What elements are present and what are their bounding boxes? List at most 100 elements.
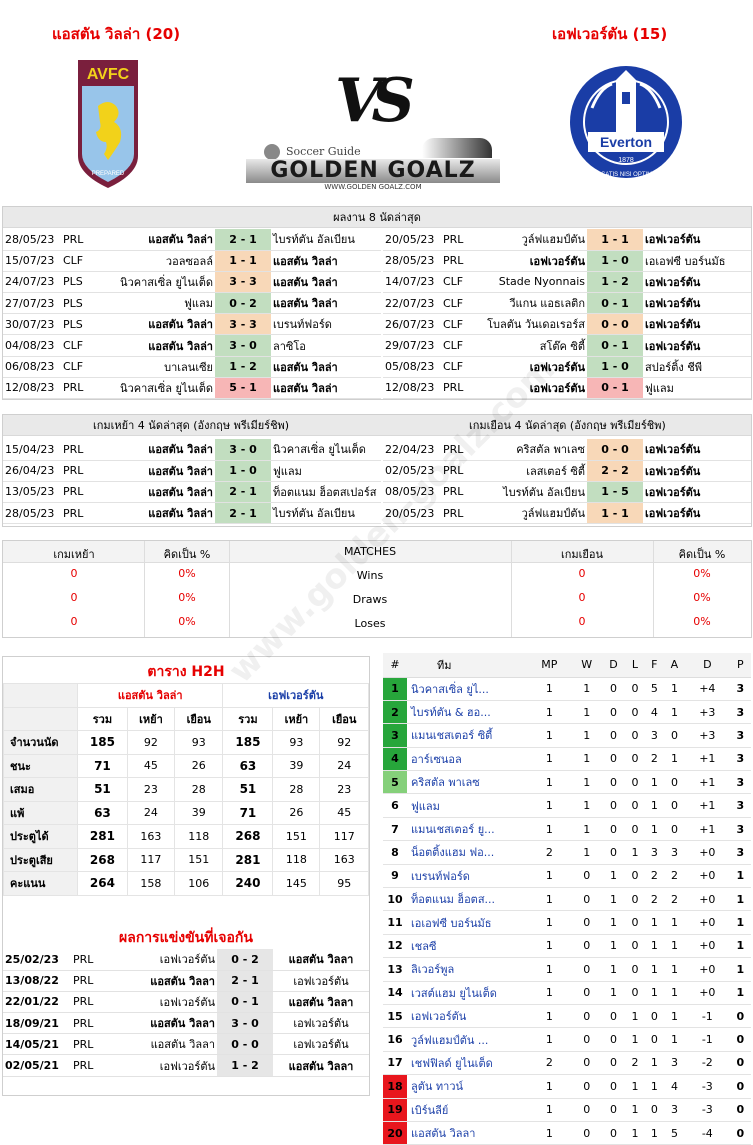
standings-l: 1 xyxy=(625,1121,645,1145)
recent-form-title: ผลงาน 8 นัดล่าสุด xyxy=(3,207,751,228)
standings-team[interactable]: คริสตัล พาเลซ xyxy=(407,770,527,795)
standings-gd: +0 xyxy=(684,910,730,935)
standings-d: 0 xyxy=(601,700,626,725)
standings-mp: 1 xyxy=(527,1121,572,1145)
standings-row: 4 อาร์เซนอล 1 1 0 0 2 1 +1 3 xyxy=(383,747,751,772)
standings-team[interactable]: ลูตัน ทาวน์ xyxy=(407,1074,527,1099)
h2h-subheader: รวม xyxy=(222,706,274,731)
standings-team[interactable]: เบิร์นลีย์ xyxy=(407,1098,527,1122)
standings-f: 1 xyxy=(644,910,665,935)
standings-position: 20 xyxy=(383,1121,407,1145)
matches-col-away: เกมเยือน xyxy=(560,548,603,561)
away-team-title: เอฟเวอร์ตัน (15) xyxy=(552,25,668,43)
standings-team[interactable]: แอสตัน วิลลา xyxy=(407,1121,527,1145)
match-competition: CLF xyxy=(63,360,84,374)
meeting-row: 18/09/21 PRL แอสตัน วิลลา 3 - 0 เอฟเวอร์… xyxy=(3,1012,369,1034)
h2h-row: ชนะ 71 45 26 63 39 24 xyxy=(3,753,369,778)
standings-position: 8 xyxy=(383,840,407,865)
matches-away-count: 0 xyxy=(578,615,586,628)
standings-row: 19 เบิร์นลีย์ 1 0 0 1 0 3 -3 0 xyxy=(383,1098,751,1122)
standings-w: 1 xyxy=(571,817,602,842)
away-recent-table: 20/05/23 PRL วูล์ฟแฮมป์ตัน 1 - 1 เอฟเวอร… xyxy=(383,229,751,399)
standings-l: 0 xyxy=(625,770,645,795)
standings-position: 9 xyxy=(383,864,407,889)
match-away-team: ท็อตแนม ฮ็อตสเปอร์ส xyxy=(273,485,377,499)
matches-away-pct: 0% xyxy=(693,615,711,628)
standings-team[interactable]: ท็อตแนม ฮ็อตส... xyxy=(407,887,527,912)
standings-position: 14 xyxy=(383,981,407,1005)
standings-row: 9 เบรนท์ฟอร์ด 1 0 1 0 2 2 +0 1 xyxy=(383,864,751,889)
standings-points: 0 xyxy=(729,1098,751,1122)
match-competition: PRL xyxy=(63,232,84,246)
match-score: 2 - 1 xyxy=(215,481,271,503)
standings-team[interactable]: ลิเวอร์พูล xyxy=(407,957,527,982)
everton-crest: Everton 1878 NIL SATIS NISI OPTIMUM xyxy=(570,66,682,178)
standings-team[interactable]: อาร์เซนอล xyxy=(407,747,527,772)
standings-points: 1 xyxy=(729,957,751,982)
standings-team[interactable]: แมนเชสเตอร์ ยู... xyxy=(407,817,527,842)
home-recent-row: 12/08/23 PRL นิวคาสเซิ่ล ยูไนเต็ด 5 - 1 … xyxy=(3,377,381,399)
standings-d: 1 xyxy=(601,957,626,982)
meeting-score: 0 - 1 xyxy=(217,991,273,1013)
match-away-team: แอสตัน วิลล่า xyxy=(273,360,338,374)
match-date: 30/07/23 xyxy=(5,317,55,331)
standings-w: 0 xyxy=(571,1074,602,1099)
match-away-team: แอสตัน วิลล่า xyxy=(273,381,338,395)
standings-team[interactable]: เบรนท์ฟอร์ด xyxy=(407,864,527,889)
h2h-value: 117 xyxy=(319,824,369,849)
standings-team[interactable]: เอฟเวอร์ตัน xyxy=(407,1004,527,1029)
standings-mp: 1 xyxy=(527,793,572,818)
last4-section: เกมเหย้า 4 นัดล่าสุด (อังกฤษ พรีเมียร์ชิ… xyxy=(2,414,752,527)
standings-team[interactable]: นิวคาสเซิ่ล ยูไ... xyxy=(407,677,527,701)
standings-team[interactable]: เชลซี xyxy=(407,934,527,959)
standings-team[interactable]: เชฟฟิลด์ ยูไนเต็ด xyxy=(407,1051,527,1076)
everton-name: Everton xyxy=(600,134,652,150)
h2h-home-name: แอสตัน วิลล่า xyxy=(76,683,224,708)
h2h-value: 145 xyxy=(272,871,321,896)
standings-points: 0 xyxy=(729,1004,751,1029)
home-recent-row: 27/07/23 PLS ฟูแลม 0 - 2 แอสตัน วิลล่า xyxy=(3,292,381,314)
meeting-home: เอฟเวอร์ตัน xyxy=(159,995,215,1009)
match-away-team: ฟูแลม xyxy=(273,464,302,478)
standings-l: 0 xyxy=(625,887,645,912)
standings-d: 1 xyxy=(601,887,626,912)
h2h-value: 281 xyxy=(77,824,128,849)
standings-points: 1 xyxy=(729,910,751,935)
match-competition: PRL xyxy=(443,506,464,520)
match-competition: PLS xyxy=(63,317,83,331)
match-home-team: Stade Nyonnais xyxy=(498,275,585,289)
matches-away-count: 0 xyxy=(578,567,586,580)
h2h-value: 71 xyxy=(222,800,274,825)
last4-home-row: 26/04/23 PRL แอสตัน วิลล่า 1 - 0 ฟูแลม xyxy=(3,460,381,482)
standings-w: 1 xyxy=(571,793,602,818)
match-score: 5 - 1 xyxy=(215,377,271,399)
match-home-team: นิวคาสเซิ่ล ยูไนเต็ด xyxy=(120,381,213,395)
standings-gd: +3 xyxy=(684,700,730,725)
standings-team[interactable]: เอเอฟซี บอร์นมัธ xyxy=(407,910,527,935)
standings-gd: +0 xyxy=(684,887,730,912)
golden-goalz-logo: Soccer Guide GOLDEN GOALZ WWW.GOLDEN GOA… xyxy=(246,136,500,194)
standings-gd: +1 xyxy=(684,793,730,818)
standings-team[interactable]: ไบรท์ตัน & ฮอ... xyxy=(407,700,527,725)
standings-mp: 2 xyxy=(527,1051,572,1076)
standings-team[interactable]: เวสต์แฮม ยูไนเต็ด xyxy=(407,981,527,1005)
match-competition: CLF xyxy=(443,296,464,310)
match-away-team: ไบรท์ตัน อัลเบียน xyxy=(273,507,355,521)
standings-l: 0 xyxy=(625,864,645,889)
h2h-row: เสมอ 51 23 28 51 28 23 xyxy=(3,777,369,802)
standings-mp: 1 xyxy=(527,770,572,795)
standings-d: 0 xyxy=(601,770,626,795)
standings-f: 1 xyxy=(644,934,665,959)
avfc-motto: PREPARED xyxy=(92,171,125,177)
away-recent-row: 26/07/23 CLF โบลตัน วันเดอเรอร์ส 0 - 0 เ… xyxy=(383,313,751,335)
h2h-value: 163 xyxy=(126,824,176,849)
standings-row: 8 น็อตติ้งแฮม ฟอ... 2 1 0 1 3 3 +0 3 xyxy=(383,840,751,865)
standings-team[interactable]: วูล์ฟแฮมป์ตัน ... xyxy=(407,1027,527,1052)
standings-points: 0 xyxy=(729,1051,751,1076)
standings-team[interactable]: ฟูแลม xyxy=(407,793,527,818)
standings-mp: 1 xyxy=(527,957,572,982)
matches-section: เกมเหย้า คิดเป็น % MATCHES เกมเยือน คิดเ… xyxy=(2,540,752,638)
standings-team[interactable]: น็อตติ้งแฮม ฟอ... xyxy=(407,840,527,865)
match-competition: CLF xyxy=(443,275,464,289)
standings-team[interactable]: แมนเชสเตอร์ ซิตี้ xyxy=(407,723,527,748)
